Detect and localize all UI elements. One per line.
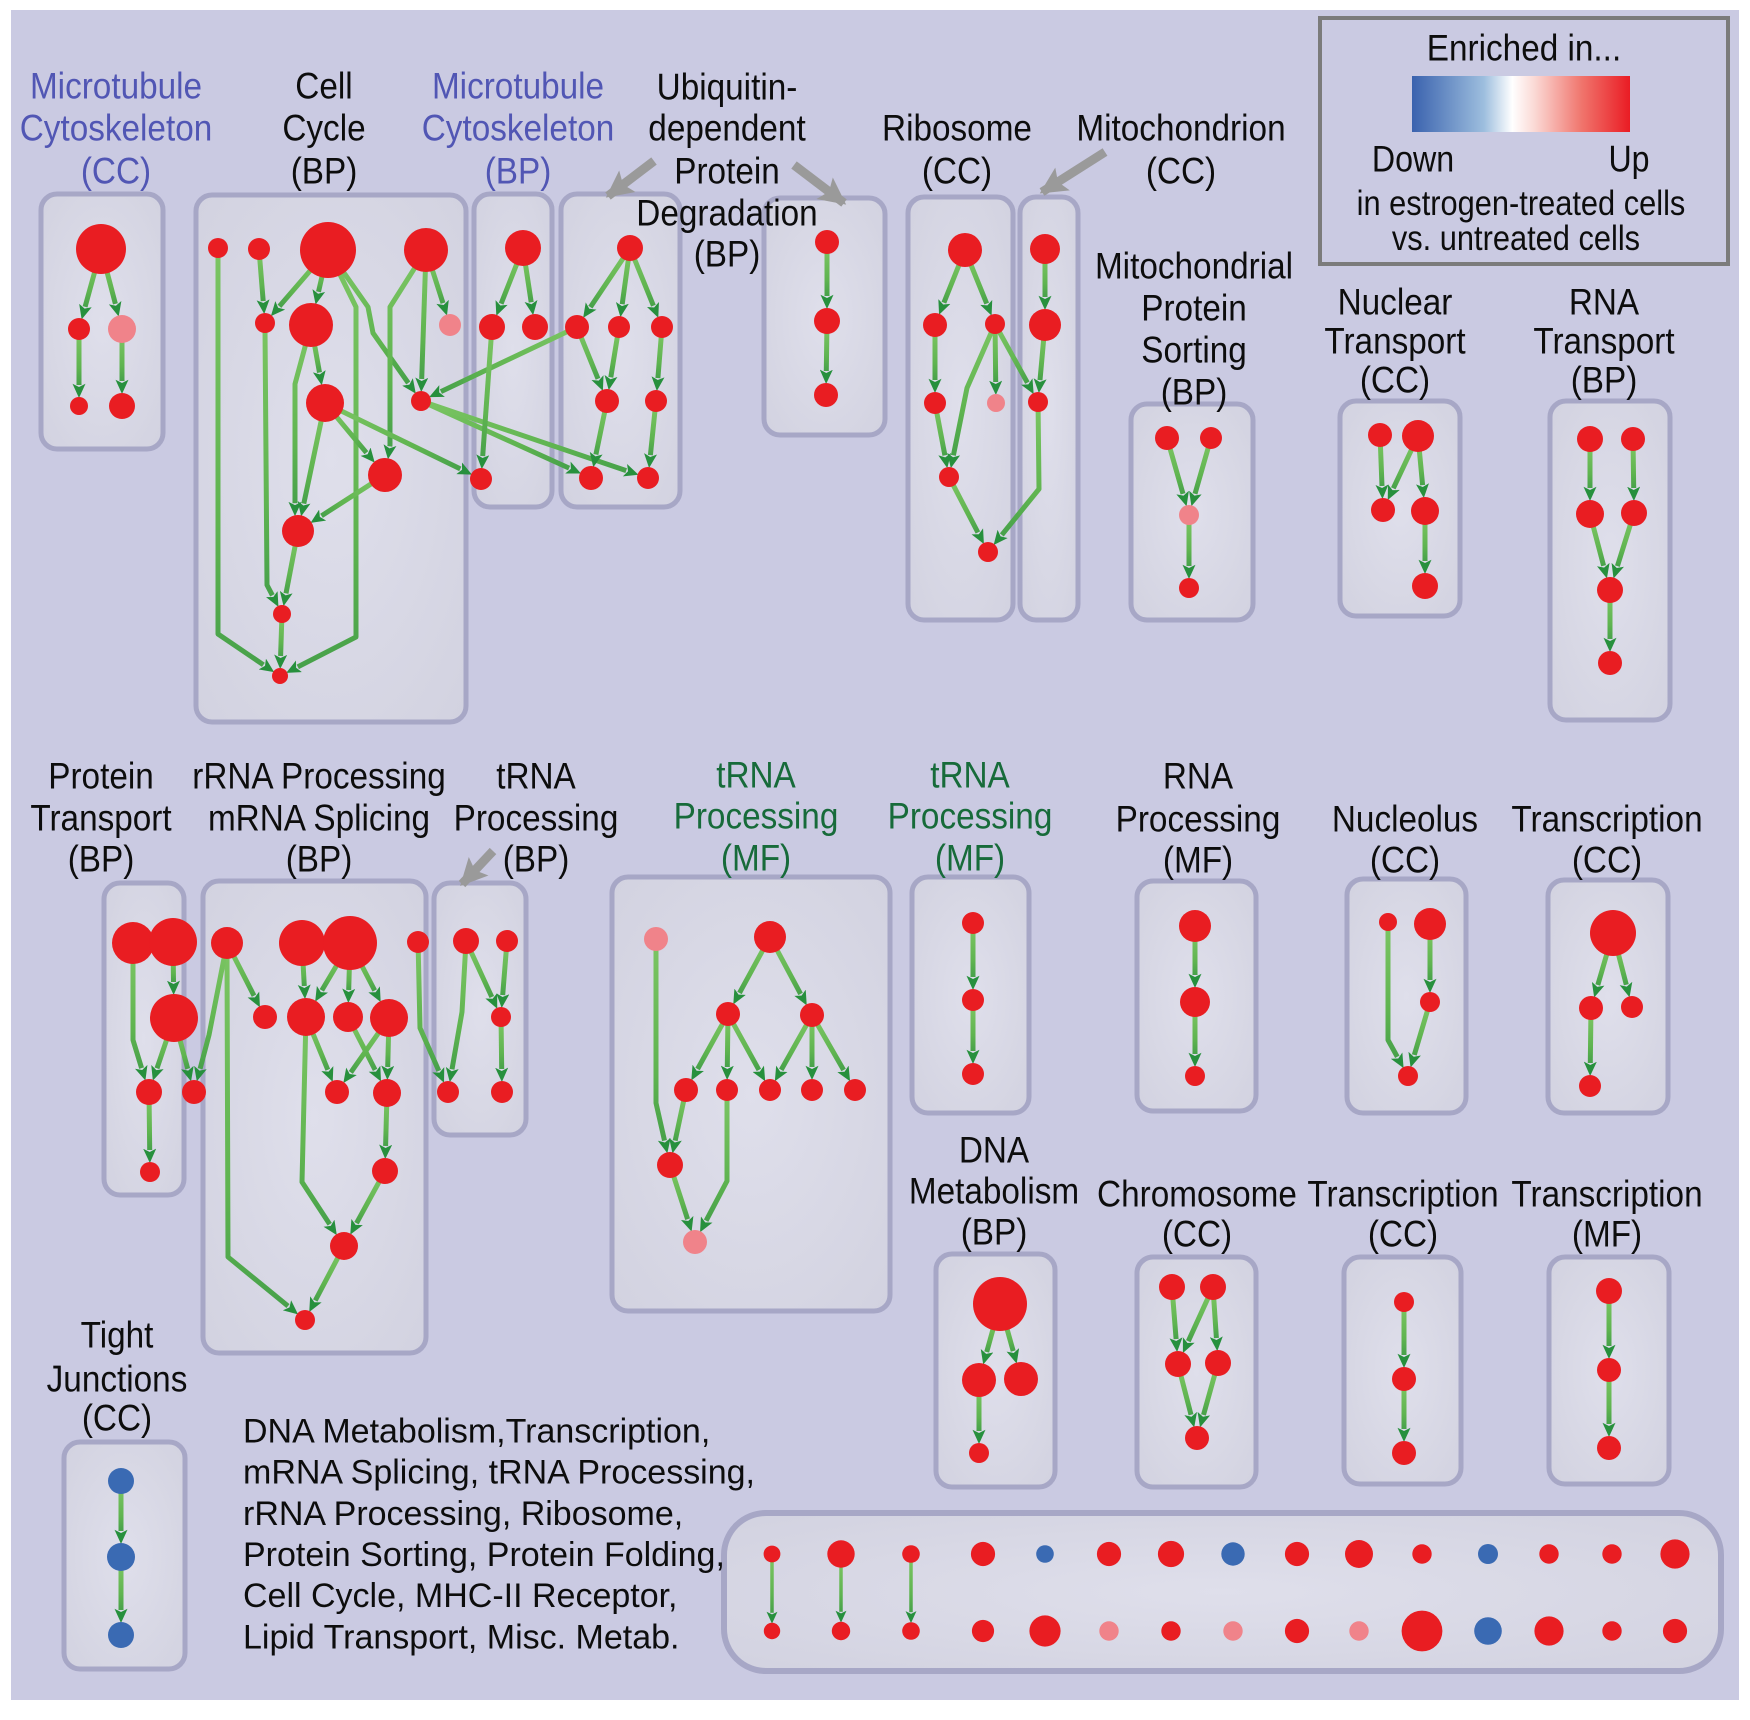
- svg-text:Protein: Protein: [48, 756, 154, 797]
- svg-text:(CC): (CC): [82, 1398, 152, 1439]
- svg-text:DNA Metabolism,Transcription,: DNA Metabolism,Transcription,: [243, 1412, 710, 1450]
- svg-text:(BP): (BP): [1571, 360, 1638, 401]
- svg-text:(MF): (MF): [721, 838, 791, 879]
- svg-text:(CC): (CC): [1368, 1214, 1438, 1255]
- svg-text:RNA: RNA: [1569, 282, 1640, 323]
- svg-text:tRNA: tRNA: [930, 755, 1010, 796]
- svg-text:mRNA Splicing: mRNA Splicing: [208, 798, 430, 839]
- svg-text:Cytoskeleton: Cytoskeleton: [422, 108, 615, 149]
- svg-text:mRNA Splicing, tRNA Processing: mRNA Splicing, tRNA Processing,: [243, 1454, 755, 1492]
- svg-text:Ubiquitin-: Ubiquitin-: [657, 67, 798, 108]
- svg-text:Transcription: Transcription: [1307, 1174, 1498, 1215]
- svg-text:(BP): (BP): [503, 839, 570, 880]
- svg-text:Metabolism: Metabolism: [909, 1171, 1079, 1212]
- svg-text:(CC): (CC): [1370, 840, 1440, 881]
- svg-text:dependent: dependent: [648, 108, 806, 149]
- svg-text:Protein Sorting, Protein Foldi: Protein Sorting, Protein Folding,: [243, 1536, 725, 1574]
- svg-text:(MF): (MF): [1163, 840, 1233, 881]
- svg-text:Microtubule: Microtubule: [432, 66, 604, 107]
- svg-text:(BP): (BP): [694, 234, 761, 275]
- svg-text:Enriched in...: Enriched in...: [1427, 28, 1621, 69]
- svg-text:Junctions: Junctions: [47, 1359, 188, 1400]
- svg-text:Processing: Processing: [674, 796, 839, 837]
- svg-text:Nucleolus: Nucleolus: [1332, 799, 1478, 840]
- svg-text:Transcription: Transcription: [1511, 799, 1702, 840]
- svg-text:(BP): (BP): [291, 151, 358, 192]
- svg-text:(BP): (BP): [1161, 372, 1228, 413]
- svg-text:Processing: Processing: [888, 796, 1053, 837]
- svg-text:in estrogen-treated cells: in estrogen-treated cells: [1357, 184, 1686, 223]
- svg-text:rRNA Processing: rRNA Processing: [192, 756, 446, 797]
- svg-text:(CC): (CC): [1162, 1214, 1232, 1255]
- svg-text:Processing: Processing: [454, 798, 619, 839]
- svg-text:Transport: Transport: [30, 798, 172, 839]
- svg-text:Cycle: Cycle: [282, 108, 365, 149]
- svg-text:Transcription: Transcription: [1511, 1174, 1702, 1215]
- svg-text:Cell: Cell: [295, 66, 352, 107]
- svg-text:vs. untreated cells: vs. untreated cells: [1392, 219, 1640, 258]
- svg-text:Protein: Protein: [674, 151, 780, 192]
- svg-text:Lipid Transport, Misc. Metab.: Lipid Transport, Misc. Metab.: [243, 1618, 680, 1656]
- svg-text:(CC): (CC): [1360, 360, 1430, 401]
- svg-text:Microtubule: Microtubule: [30, 66, 202, 107]
- svg-text:Processing: Processing: [1116, 799, 1281, 840]
- svg-text:(CC): (CC): [922, 151, 992, 192]
- svg-text:(MF): (MF): [935, 838, 1005, 879]
- svg-text:Nuclear: Nuclear: [1338, 282, 1453, 323]
- svg-text:Chromosome: Chromosome: [1097, 1174, 1297, 1215]
- svg-text:Mitochondrial: Mitochondrial: [1095, 246, 1293, 287]
- svg-text:Ribosome: Ribosome: [882, 108, 1032, 149]
- svg-text:tRNA: tRNA: [716, 755, 796, 796]
- svg-text:Cell Cycle, MHC-II Receptor,: Cell Cycle, MHC-II Receptor,: [243, 1577, 678, 1615]
- svg-text:Transport: Transport: [1533, 321, 1675, 362]
- svg-text:(MF): (MF): [1572, 1214, 1642, 1255]
- svg-text:Down: Down: [1372, 139, 1454, 180]
- svg-text:(BP): (BP): [68, 839, 135, 880]
- svg-text:(BP): (BP): [961, 1212, 1028, 1253]
- svg-text:(BP): (BP): [286, 839, 353, 880]
- svg-text:(BP): (BP): [485, 151, 552, 192]
- svg-text:RNA: RNA: [1163, 756, 1234, 797]
- svg-text:DNA: DNA: [959, 1130, 1030, 1171]
- svg-text:tRNA: tRNA: [496, 756, 576, 797]
- svg-text:Cytoskeleton: Cytoskeleton: [20, 108, 213, 149]
- svg-text:(CC): (CC): [1146, 151, 1216, 192]
- svg-text:Protein: Protein: [1141, 288, 1247, 329]
- svg-text:Up: Up: [1608, 139, 1649, 180]
- svg-text:Tight: Tight: [81, 1315, 154, 1356]
- svg-text:Sorting: Sorting: [1141, 330, 1247, 371]
- svg-text:Mitochondrion: Mitochondrion: [1076, 108, 1285, 149]
- svg-text:rRNA Processing, Ribosome,: rRNA Processing, Ribosome,: [243, 1495, 683, 1533]
- svg-text:(CC): (CC): [1572, 840, 1642, 881]
- svg-text:Transport: Transport: [1324, 321, 1466, 362]
- svg-text:Degradation: Degradation: [636, 193, 817, 234]
- svg-text:(CC): (CC): [81, 151, 151, 192]
